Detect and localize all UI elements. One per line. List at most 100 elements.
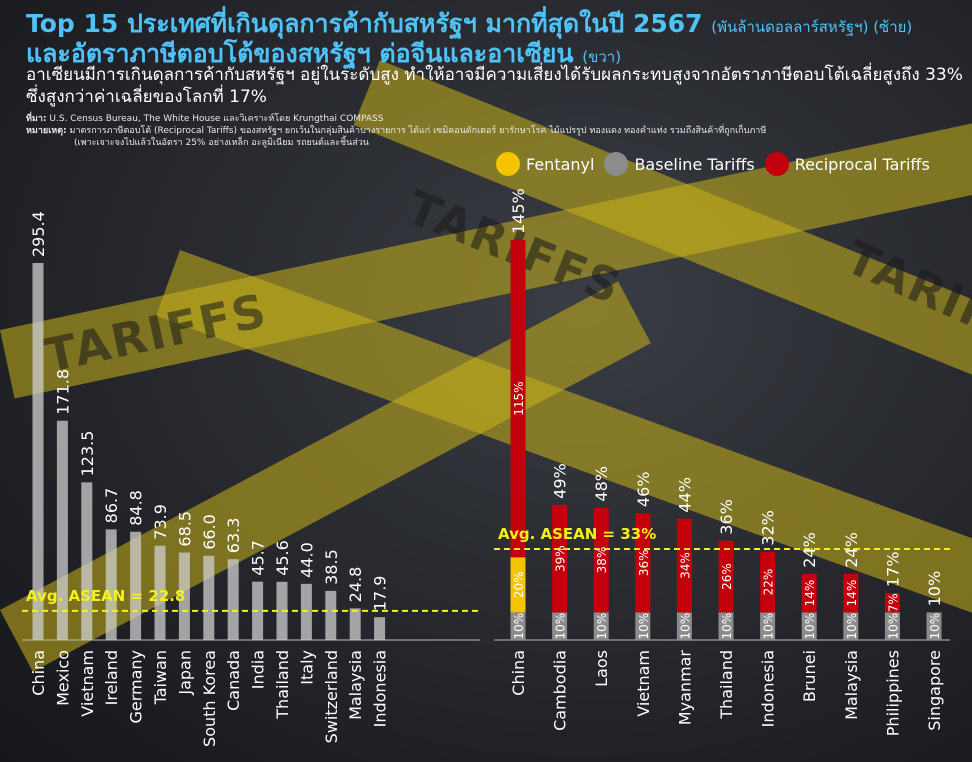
title-text: และอัตราภาษีตอบโต้ของสหรัฐฯ ต่อจีนและอาเ… xyxy=(26,39,574,68)
surplus-bar-taiwan xyxy=(154,545,166,640)
avg-asean-label: Avg. ASEAN = 33% xyxy=(498,525,656,543)
x-tick-label: Japan xyxy=(175,650,194,696)
x-tick-label: Switzerland xyxy=(322,650,341,743)
note-text-continued: (เพาะเจาะจงไปแล้วในอัตรา 25% อย่างเหล็ก … xyxy=(74,138,369,148)
surplus-bar-italy xyxy=(300,583,312,640)
surplus-bar-switzerland xyxy=(325,590,337,640)
x-tick-label: India xyxy=(249,650,268,689)
x-tick-label: Malaysia xyxy=(346,650,365,720)
x-tick-label: Philippines xyxy=(883,650,902,736)
legend-item-baseline: Baseline Tariffs xyxy=(604,152,755,176)
surplus-bar-germany xyxy=(130,531,142,640)
segment-label: 36% xyxy=(637,549,651,576)
tariff-segment-reciprocal xyxy=(510,240,526,558)
bar-value-label: 171.8 xyxy=(53,369,72,415)
segment-label: 39% xyxy=(554,545,568,572)
tariff-segment-baseline xyxy=(718,612,734,640)
total-value-label: 17% xyxy=(883,552,902,588)
segment-label: 10% xyxy=(762,613,776,640)
surplus-bar-malaysia xyxy=(349,608,361,640)
bar-value-label: 44.0 xyxy=(297,542,316,578)
segment-label: 7% xyxy=(886,593,900,612)
bar-value-label: 66.0 xyxy=(200,514,219,550)
x-tick-label: Indonesia xyxy=(371,650,390,727)
surplus-bar-canada xyxy=(227,559,239,640)
legend-swatch-reciprocal xyxy=(764,152,789,176)
segment-label: 34% xyxy=(678,552,692,579)
segment-label: 10% xyxy=(886,613,900,640)
bar-value-label: 68.5 xyxy=(175,511,194,547)
tariff-segment-baseline xyxy=(801,612,817,640)
surplus-bar-indonesia xyxy=(374,617,386,640)
title-unit: (พันล้านดอลลาร์สหรัฐฯ) (ซ้าย) xyxy=(711,18,913,36)
tariff-segment-baseline xyxy=(884,612,900,640)
chart-legend: Fentanyl Baseline Tariffs Reciprocal Tarif… xyxy=(496,152,930,176)
bar-value-label: 84.8 xyxy=(127,490,146,526)
note-label: หมายเหตุ: xyxy=(26,126,67,136)
tariff-segment-baseline xyxy=(552,612,568,640)
bar-value-label: 73.9 xyxy=(151,504,170,540)
x-tick-label: Indonesia xyxy=(759,650,778,727)
tariff-segment-baseline xyxy=(843,612,859,640)
total-value-label: 32% xyxy=(759,510,778,546)
tariff-segment-reciprocal xyxy=(843,573,859,613)
total-value-label: 10% xyxy=(925,571,944,607)
segment-label: 10% xyxy=(554,613,568,640)
tariff-segment-baseline xyxy=(510,612,526,640)
avg-asean-label: Avg. ASEAN = 22.8 xyxy=(26,587,185,605)
legend-swatch-fentanyl xyxy=(496,152,520,176)
bar-value-label: 17.9 xyxy=(371,576,390,612)
tariff-segment-baseline xyxy=(635,612,651,640)
chart-title-line1: Top 15 ประเทศที่เกินดุลการค้ากับสหรัฐฯ ม… xyxy=(26,4,912,44)
bar-value-label: 45.6 xyxy=(273,540,292,576)
x-tick-label: Vietnam xyxy=(634,650,653,717)
tariff-segment-baseline xyxy=(926,612,942,640)
tariff-segment-reciprocal xyxy=(552,504,568,613)
x-tick-label: Laos xyxy=(592,650,611,687)
chart-subtitle: อาเซียนมีการเกินดุลการค้ากับสหรัฐฯ อยู่ใ… xyxy=(26,65,963,107)
segment-label: 115% xyxy=(512,381,526,415)
tariff-segment-reciprocal xyxy=(718,540,734,613)
x-tick-label: Thailand xyxy=(717,650,736,720)
x-tick-label: Germany xyxy=(127,650,146,724)
bar-value-label: 38.5 xyxy=(322,549,341,585)
tariff-segment-reciprocal xyxy=(676,518,692,613)
segment-label: 10% xyxy=(845,613,859,640)
title-unit: (ขวา) xyxy=(582,48,622,66)
total-value-label: 44% xyxy=(675,477,694,513)
x-tick-label: Cambodia xyxy=(551,650,570,731)
bar-value-label: 86.7 xyxy=(102,488,121,524)
x-tick-label: Taiwan xyxy=(151,650,170,705)
segment-label: 10% xyxy=(595,613,609,640)
surplus-bar-south-korea xyxy=(203,555,215,640)
legend-label: Reciprocal Tariffs xyxy=(794,154,930,174)
x-tick-label: Singapore xyxy=(925,650,944,731)
segment-label: 10% xyxy=(678,613,692,640)
total-value-label: 48% xyxy=(592,466,611,502)
tariff-segment-reciprocal xyxy=(760,551,776,613)
segment-label: 14% xyxy=(845,580,859,607)
legend-label: Fentanyl xyxy=(526,154,595,174)
legend-item-fentanyl: Fentanyl xyxy=(496,152,594,176)
total-value-label: 49% xyxy=(551,463,570,499)
segment-label: 10% xyxy=(512,613,526,640)
tariff-segment-fentanyl xyxy=(510,557,526,613)
legend-swatch-baseline xyxy=(604,152,629,176)
bar-value-label: 45.7 xyxy=(249,540,268,576)
total-value-label: 24% xyxy=(800,532,819,568)
surplus-bar-japan xyxy=(178,552,190,640)
bar-value-label: 63.3 xyxy=(224,518,243,554)
x-tick-label: Italy xyxy=(297,650,316,685)
note-text: มาตรการภาษีตอบโต้ (Reciprocal Tariffs) ข… xyxy=(69,126,767,136)
source-notes: ที่มา: U.S. Census Bureau, The White Hou… xyxy=(26,113,956,149)
x-tick-label: Mexico xyxy=(53,650,72,706)
surplus-bar-ireland xyxy=(105,529,117,640)
x-tick-label: Malaysia xyxy=(842,650,861,720)
bar-value-label: 295.4 xyxy=(29,211,48,257)
surplus-bar-vietnam xyxy=(81,482,93,640)
tariff-segment-baseline xyxy=(593,612,609,640)
legend-item-reciprocal: Reciprocal Tariffs xyxy=(764,152,930,176)
surplus-bar-china xyxy=(32,263,44,640)
tariff-segment-reciprocal xyxy=(884,593,900,613)
